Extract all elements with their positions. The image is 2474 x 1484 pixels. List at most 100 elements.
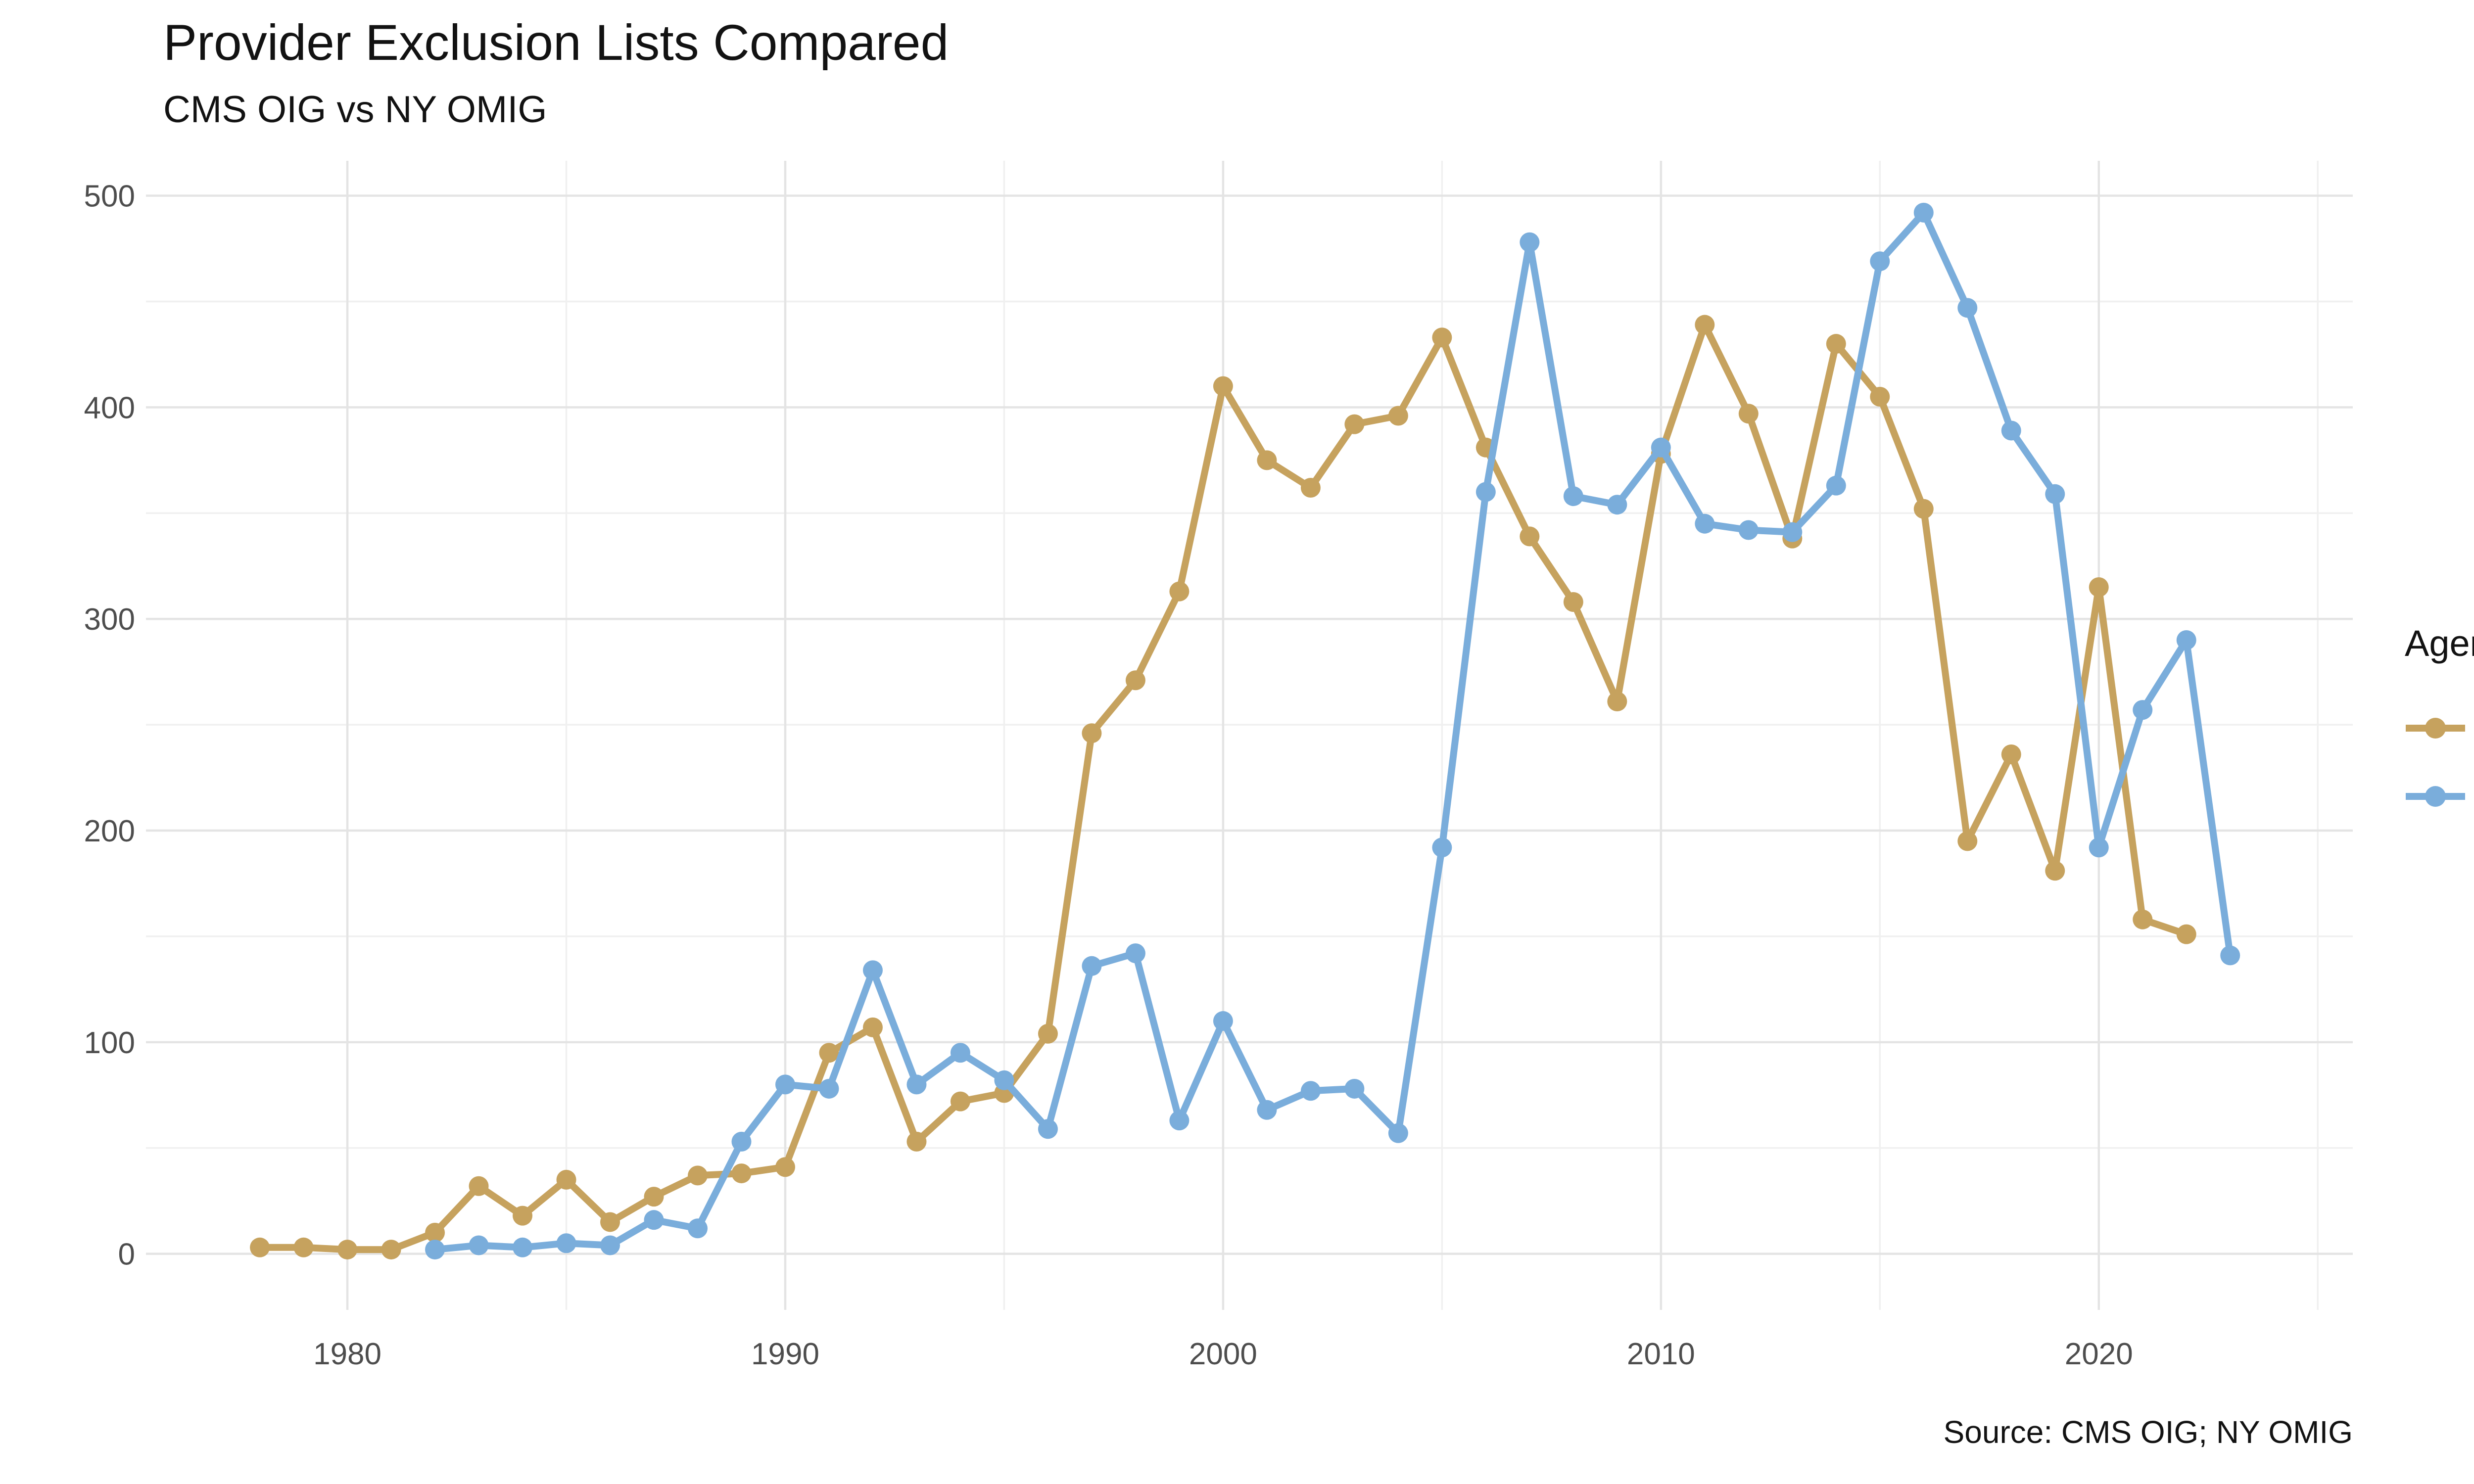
cms_oig-data-point <box>1738 404 1759 424</box>
ny_omig-data-point <box>1432 837 1452 858</box>
legend-title: Agency <box>2405 623 2474 664</box>
cms_oig-data-point <box>1257 450 1277 470</box>
ny_omig-data-point <box>600 1235 620 1255</box>
ny_omig-data-point <box>1125 943 1145 964</box>
cms_oig-data-point <box>644 1187 664 1207</box>
cms_oig-data-point <box>1213 376 1233 396</box>
x-axis-tick-label: 2020 <box>2065 1337 2133 1371</box>
ny_omig-data-point <box>688 1218 708 1239</box>
ny_omig-data-point <box>1738 520 1759 540</box>
cms_oig-data-point <box>1870 387 1890 407</box>
ny_omig-data-point <box>906 1074 927 1095</box>
ny_omig-data-point <box>1082 956 1102 976</box>
cms_oig-data-point <box>862 1017 883 1037</box>
cms_oig-data-point <box>1913 499 1934 519</box>
cms_oig-data-point <box>337 1240 358 1260</box>
cms_oig-data-point <box>1607 692 1627 712</box>
y-axis-tick-label: 300 <box>84 603 135 637</box>
chart-subtitle: CMS OIG vs NY OMIG <box>163 89 547 131</box>
ny_omig-data-point <box>1038 1119 1058 1139</box>
ny_omig-data-point <box>1213 1011 1233 1031</box>
ny_omig-data-point <box>425 1240 445 1260</box>
ny_omig-data-point <box>1475 482 1496 502</box>
ny-omig-legend-key-icon <box>2406 786 2465 807</box>
cms_oig-data-point <box>2045 861 2065 881</box>
y-axis-tick-label: 500 <box>84 180 135 214</box>
cms_oig-data-point <box>731 1163 752 1184</box>
ny_omig-data-point <box>775 1074 795 1095</box>
legend-item-cms-oig: cms_oig <box>2405 694 2474 762</box>
ny_omig-data-point <box>1651 437 1671 458</box>
cms_oig-data-point <box>1520 526 1540 547</box>
y-axis-tick-label: 100 <box>84 1026 135 1060</box>
cms_oig-data-point <box>819 1043 839 1063</box>
x-axis-tick-label: 1990 <box>751 1337 819 1371</box>
ny_omig-data-point <box>2220 945 2240 966</box>
cms_oig-data-point <box>250 1237 270 1257</box>
ny_omig-data-point <box>2176 630 2196 650</box>
cms_oig-data-point <box>2089 577 2109 598</box>
legend-item-ny-omig: ny_omig <box>2405 762 2474 831</box>
cms_oig-data-point <box>469 1176 489 1196</box>
y-axis-tick-label: 200 <box>84 814 135 848</box>
cms_oig-data-point <box>2133 909 2153 929</box>
ny_omig-data-point <box>1169 1111 1189 1131</box>
cms_oig-data-point <box>1957 831 1978 851</box>
cms_oig-data-point <box>1388 406 1408 426</box>
cms_oig-data-point <box>556 1169 576 1190</box>
cms_oig-data-point <box>2001 744 2021 765</box>
cms-oig-legend-key-icon <box>2406 718 2465 739</box>
ny_omig-data-point <box>1826 475 1846 496</box>
ny_omig-data-point <box>2045 484 2065 504</box>
cms_oig-data-point <box>513 1206 533 1226</box>
ny_omig-data-point <box>1957 298 1978 318</box>
ny_omig-data-point <box>644 1210 664 1230</box>
ny_omig-data-point <box>1388 1123 1408 1143</box>
ny_omig-data-point <box>1695 513 1715 534</box>
cms_oig-data-point <box>1082 723 1102 743</box>
ny_omig-data-point <box>994 1070 1014 1090</box>
cms_oig-data-point <box>2176 924 2196 944</box>
cms_oig-data-point <box>1169 581 1189 602</box>
cms_oig-data-point <box>381 1240 401 1260</box>
y-axis-tick-label: 0 <box>118 1238 135 1272</box>
ny_omig-data-point <box>556 1233 576 1253</box>
cms_oig-data-point <box>600 1212 620 1232</box>
ny_omig-line <box>431 209 2234 1253</box>
ny_omig-data-point <box>1520 232 1540 252</box>
ny_omig-data-point <box>819 1078 839 1099</box>
chart-title: Provider Exclusion Lists Compared <box>163 14 949 71</box>
cms_oig-data-point <box>1826 334 1846 354</box>
cms_oig-data-point <box>1344 414 1365 434</box>
ny_omig-data-point <box>513 1237 533 1257</box>
ny_omig-data-point <box>1607 495 1627 515</box>
ny_omig-data-point <box>731 1131 752 1152</box>
ny_omig-data-point <box>469 1235 489 1255</box>
ny_omig-data-point <box>1300 1081 1321 1101</box>
cms_oig-data-point <box>1125 670 1145 691</box>
ny_omig-data-point <box>1344 1078 1365 1099</box>
cms_oig-data-point <box>688 1165 708 1186</box>
cms_oig-data-point <box>293 1237 314 1257</box>
ny_omig-data-point <box>1913 202 1934 223</box>
ny_omig-data-point <box>1257 1100 1277 1120</box>
cms_oig-data-point <box>425 1222 445 1243</box>
ny_omig-data-point <box>1782 522 1803 542</box>
x-axis-tick-label: 1980 <box>313 1337 381 1371</box>
ny_omig-data-point <box>862 960 883 980</box>
cms_oig-data-point <box>950 1091 970 1112</box>
x-axis-tick-label: 2000 <box>1189 1337 1257 1371</box>
cms_oig-data-point <box>1695 315 1715 335</box>
ny_omig-data-point <box>1870 251 1890 272</box>
ny_omig-data-point <box>950 1043 970 1063</box>
source-caption: Source: CMS OIG; NY OMIG <box>1943 1414 2353 1450</box>
ny_omig-data-point <box>1563 486 1583 507</box>
cms_oig-data-point <box>906 1131 927 1152</box>
cms_oig-data-point <box>1432 327 1452 348</box>
ny_omig-data-point <box>2001 420 2021 441</box>
cms_oig-data-point <box>775 1157 795 1177</box>
cms_oig-data-point <box>1300 477 1321 498</box>
legend: Agency cms_oig ny_omig <box>2405 622 2474 831</box>
y-axis-tick-label: 400 <box>84 391 135 425</box>
